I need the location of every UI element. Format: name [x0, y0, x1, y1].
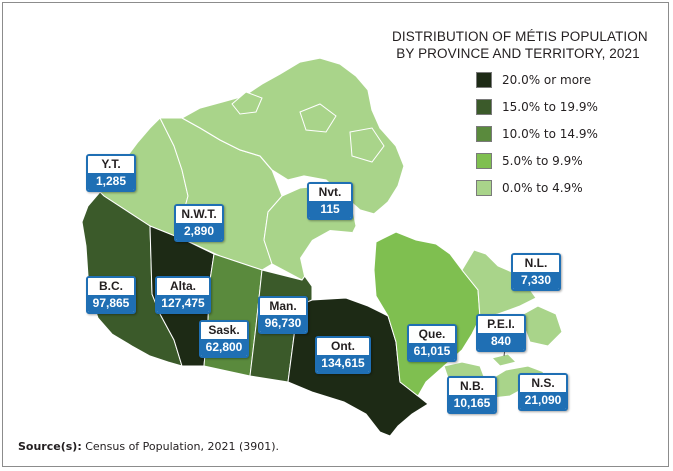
label-yukon[interactable]: Y.T. 1,285 — [86, 154, 136, 192]
label-manitoba[interactable]: Man. 96,730 — [258, 296, 308, 334]
legend-swatch — [476, 180, 492, 196]
region-value: 62,800 — [201, 339, 247, 356]
region-newfoundland — [519, 305, 563, 347]
label-alberta[interactable]: Alta. 127,475 — [155, 276, 211, 314]
legend-item: 15.0% to 19.9% — [476, 99, 656, 115]
legend-label: 0.0% to 4.9% — [502, 181, 583, 195]
label-new-brunswick[interactable]: N.B. 10,165 — [447, 376, 497, 414]
label-saskatchewan[interactable]: Sask. 62,800 — [199, 320, 249, 358]
region-name: Ont. — [317, 338, 369, 355]
region-name: Alta. — [157, 278, 209, 295]
label-nwt[interactable]: N.W.T. 2,890 — [174, 204, 224, 242]
region-nunavut-islands — [180, 57, 405, 215]
legend-item: 20.0% or more — [476, 72, 656, 88]
region-name: Que. — [409, 326, 455, 343]
label-nl[interactable]: N.L. 7,330 — [511, 253, 561, 291]
legend-swatch — [476, 72, 492, 88]
region-value: 127,475 — [157, 295, 209, 312]
region-name: P.E.I. — [478, 316, 524, 333]
label-ontario[interactable]: Ont. 134,615 — [315, 336, 371, 374]
legend-label: 20.0% or more — [502, 73, 592, 87]
legend-label: 5.0% to 9.9% — [502, 154, 583, 168]
legend-item: 0.0% to 4.9% — [476, 180, 656, 196]
region-name: Y.T. — [88, 156, 134, 173]
source-note: Source(s): Census of Population, 2021 (3… — [18, 440, 279, 453]
region-value: 61,015 — [409, 343, 455, 360]
legend-label: 15.0% to 19.9% — [502, 100, 598, 114]
region-pei[interactable] — [491, 353, 517, 367]
region-name: Sask. — [201, 322, 247, 339]
arctic-island — [299, 103, 337, 133]
legend-label: 10.0% to 14.9% — [502, 127, 598, 141]
region-name: N.L. — [513, 255, 559, 272]
region-value: 1,285 — [88, 173, 134, 190]
region-value: 7,330 — [513, 272, 559, 289]
region-value: 21,090 — [520, 392, 566, 409]
legend-item: 5.0% to 9.9% — [476, 153, 656, 169]
region-name: N.W.T. — [176, 206, 222, 223]
region-value: 10,165 — [449, 395, 495, 412]
hudson-bay — [300, 230, 370, 298]
arctic-island — [349, 127, 385, 163]
region-name: N.S. — [520, 375, 566, 392]
source-text: Census of Population, 2021 (3901). — [81, 440, 280, 453]
region-name: Man. — [260, 298, 306, 315]
label-quebec[interactable]: Que. 61,015 — [407, 324, 457, 362]
region-value: 134,615 — [317, 355, 369, 372]
title-line-1: DISTRIBUTION OF MÉTIS POPULATION — [392, 29, 648, 44]
legend-swatch — [476, 126, 492, 142]
source-label: Source(s): — [18, 440, 82, 453]
region-name: B.C. — [88, 278, 134, 295]
legend-swatch — [476, 99, 492, 115]
label-pei[interactable]: P.E.I. 840 — [476, 314, 526, 352]
arctic-island — [231, 91, 263, 115]
region-labrador[interactable] — [461, 249, 537, 319]
label-nunavut[interactable]: Nvt. 115 — [307, 182, 353, 220]
region-value: 840 — [478, 333, 524, 350]
region-name: N.B. — [449, 378, 495, 395]
label-nova-scotia[interactable]: N.S. 21,090 — [518, 373, 568, 411]
region-value: 96,730 — [260, 315, 306, 332]
region-value: 2,890 — [176, 223, 222, 240]
label-bc[interactable]: B.C. 97,865 — [86, 276, 136, 314]
legend-swatch — [476, 153, 492, 169]
legend-item: 10.0% to 14.9% — [476, 126, 656, 142]
region-value: 97,865 — [88, 295, 134, 312]
region-name: Nvt. — [309, 184, 351, 201]
map-title: DISTRIBUTION OF MÉTIS POPULATION BY PROV… — [392, 28, 648, 62]
title-line-2: BY PROVINCE AND TERRITORY, 2021 — [396, 46, 640, 61]
region-value: 115 — [309, 201, 351, 218]
